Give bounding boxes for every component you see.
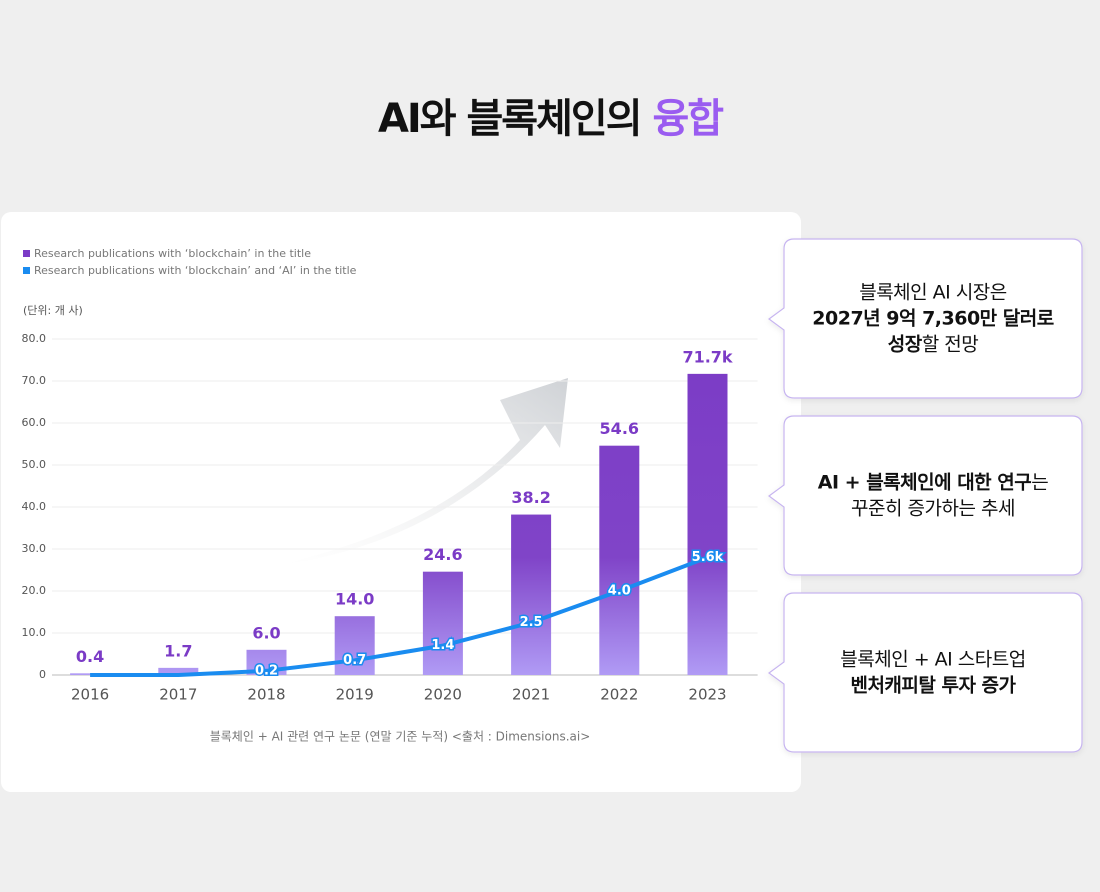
callout-line: 2027년 9억 7,360만 달러로: [812, 307, 1053, 329]
caption: 블록체인 + AI 관련 연구 논문 (연말 기준 누적) <출처 : Dime…: [210, 730, 591, 744]
callout-line: 벤처캐피탈 투자 증가: [850, 674, 1016, 696]
x-tick-label: 2018: [247, 686, 285, 704]
bar-value-label: 1.7: [164, 641, 192, 660]
unit-label: (단위: 개 사): [23, 304, 83, 317]
bar: [599, 445, 640, 675]
callout-line: 블록체인 + AI 스타트업: [840, 648, 1025, 670]
bar: [511, 514, 552, 675]
title-accent: 융합: [652, 96, 724, 142]
y-tick-label: 30.0: [22, 542, 47, 555]
bar-value-label: 0.4: [76, 647, 104, 666]
chart-card: [1, 212, 801, 792]
y-tick-label: 20.0: [22, 584, 47, 597]
bar-value-label: 14.0: [335, 590, 374, 609]
line-value-label: 4.0: [608, 584, 631, 599]
line-value-label: 1.4: [431, 638, 454, 653]
bar: [158, 667, 199, 675]
line-value-label: 0.2: [255, 663, 278, 678]
callout-segment: 블록체인 AI 시장은: [859, 281, 1007, 303]
callout-line: 성장할 전망: [888, 333, 978, 355]
line-value-label: 2.5: [520, 615, 543, 630]
callout-line: AI + 블록체인에 대한 연구는: [818, 471, 1048, 493]
y-tick-label: 10.0: [22, 626, 47, 639]
title-main: AI와 블록체인의: [378, 96, 641, 142]
callout-segment: 블록체인 + AI 스타트업: [840, 648, 1025, 670]
bar-value-label: 24.6: [423, 545, 462, 564]
x-tick-label: 2016: [71, 686, 109, 704]
callout-segment: 성장: [888, 333, 923, 355]
callout-segment: AI + 블록체인에 대한 연구: [818, 471, 1031, 493]
line-value-label: 5.6k: [692, 550, 724, 565]
legend-label: Research publications with ‘blockchain’ …: [34, 264, 357, 277]
x-tick-label: 2020: [424, 686, 462, 704]
bar-value-label: 6.0: [252, 623, 280, 642]
y-tick-label: 40.0: [22, 500, 47, 513]
legend-label: Research publications with ‘blockchain’ …: [34, 247, 311, 260]
trend-arrow: [280, 378, 568, 565]
y-tick-label: 70.0: [22, 374, 47, 387]
page-title: AI와 블록체인의 융합: [378, 96, 724, 142]
callout-segment: 벤처캐피탈 투자 증가: [850, 674, 1016, 696]
x-tick-label: 2021: [512, 686, 550, 704]
bar-value-label: 71.7k: [682, 347, 732, 366]
legend-swatch: [23, 250, 30, 257]
callout-line: 꾸준히 증가하는 추세: [851, 497, 1015, 519]
x-tick-label: 2023: [688, 686, 726, 704]
bar-value-label: 38.2: [511, 488, 550, 507]
x-tick-label: 2019: [336, 686, 374, 704]
line: [90, 555, 709, 677]
callout-segment: 꾸준히 증가하는 추세: [851, 497, 1015, 519]
callout-line: 블록체인 AI 시장은: [859, 281, 1007, 303]
callout-box: [767, 592, 1083, 753]
bar-value-label: 54.6: [600, 419, 639, 438]
y-tick-label: 0: [39, 668, 46, 681]
y-tick-label: 80.0: [22, 332, 47, 345]
chart: Research publications with ‘blockchain’ …: [22, 247, 758, 744]
callout-segment: 2027년 9억 7,360만 달러로: [812, 307, 1053, 329]
line-value-label: 0.7: [343, 653, 366, 668]
callout-segment: 는: [1031, 471, 1048, 493]
y-tick-label: 60.0: [22, 416, 47, 429]
y-tick-label: 50.0: [22, 458, 47, 471]
callout-box: [767, 238, 1083, 399]
bar: [422, 571, 463, 675]
x-tick-label: 2022: [600, 686, 638, 704]
callout-box: [767, 415, 1083, 576]
bar: [687, 373, 728, 675]
legend-swatch: [23, 267, 30, 274]
x-tick-label: 2017: [159, 686, 197, 704]
callout-segment: 할 전망: [922, 333, 978, 355]
bar: [334, 616, 375, 675]
